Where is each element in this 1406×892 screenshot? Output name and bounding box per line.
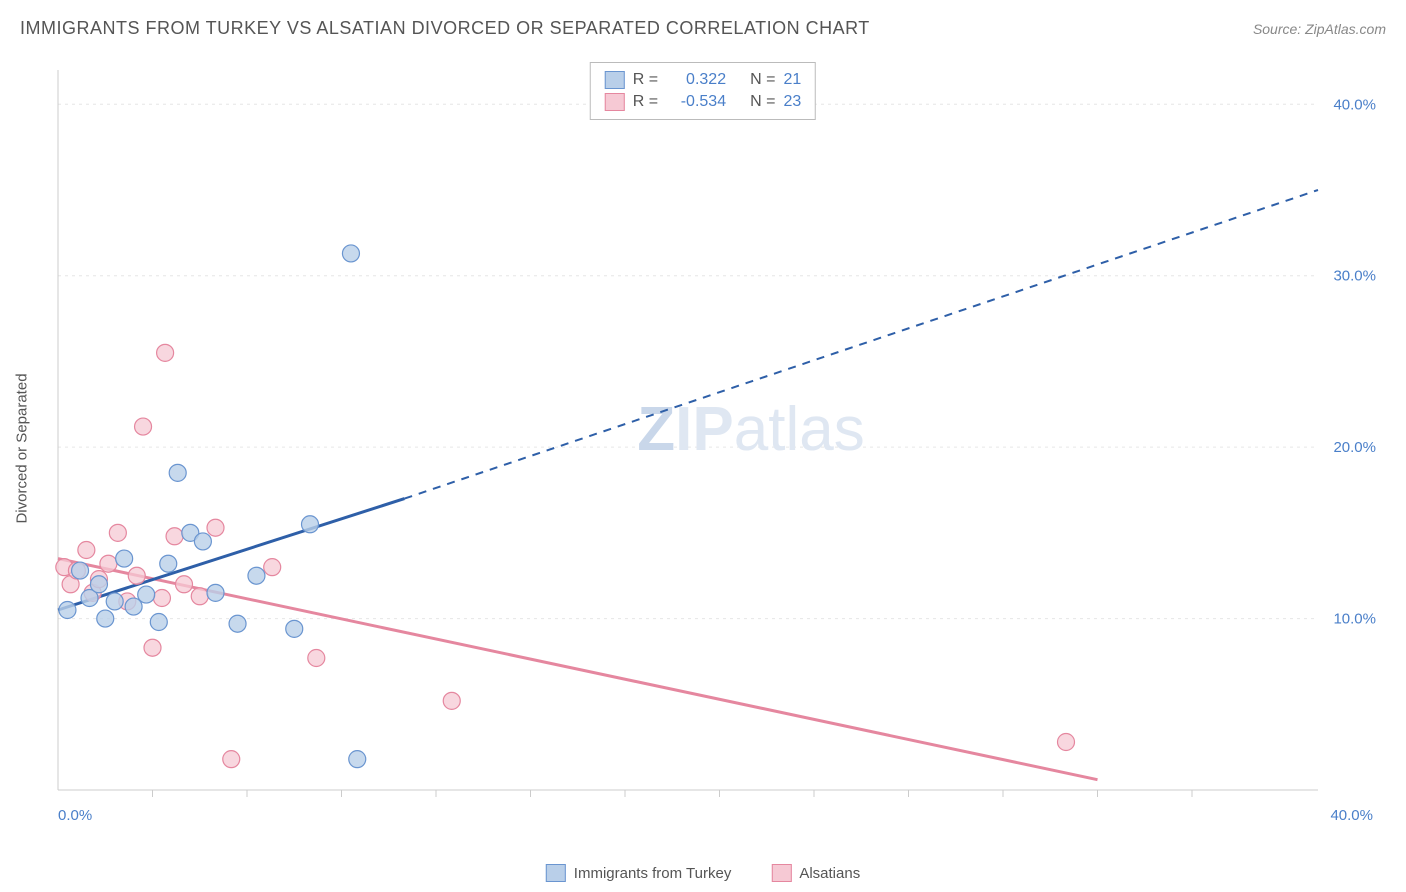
legend-swatch-pink: [771, 864, 791, 882]
n-label: N =: [750, 93, 775, 111]
r-value: -0.534: [666, 93, 726, 111]
svg-text:10.0%: 10.0%: [1333, 611, 1376, 628]
source-label: Source: ZipAtlas.com: [1253, 21, 1386, 37]
legend-item: Immigrants from Turkey: [546, 864, 732, 882]
correlation-legend: R = 0.322 N = 21 R = -0.534 N = 23: [590, 62, 816, 120]
svg-text:40.0%: 40.0%: [1333, 96, 1376, 113]
svg-text:0.0%: 0.0%: [58, 807, 92, 824]
legend-row: R = 0.322 N = 21: [605, 69, 801, 91]
r-value: 0.322: [666, 71, 726, 89]
r-label: R =: [633, 93, 658, 111]
legend-swatch-pink: [605, 93, 625, 111]
series-legend: Immigrants from Turkey Alsatians: [546, 864, 860, 882]
chart-container: IMMIGRANTS FROM TURKEY VS ALSATIAN DIVOR…: [0, 0, 1406, 892]
svg-text:40.0%: 40.0%: [1330, 807, 1373, 824]
legend-label: Alsatians: [799, 865, 860, 882]
chart-plot-area: ZIPatlas 10.0% 20.0% 30.0% 40.0% 0.0% 40.0%: [48, 60, 1388, 840]
legend-item: Alsatians: [771, 864, 860, 882]
header-bar: IMMIGRANTS FROM TURKEY VS ALSATIAN DIVOR…: [20, 18, 1386, 39]
legend-row: R = -0.534 N = 23: [605, 91, 801, 113]
n-label: N =: [750, 71, 775, 89]
legend-swatch-blue: [546, 864, 566, 882]
n-value: 21: [783, 71, 801, 89]
svg-text:20.0%: 20.0%: [1333, 439, 1376, 456]
r-label: R =: [633, 71, 658, 89]
y-axis-label: Divorced or Separated: [14, 373, 31, 523]
legend-swatch-blue: [605, 71, 625, 89]
chart-title: IMMIGRANTS FROM TURKEY VS ALSATIAN DIVOR…: [20, 18, 870, 39]
svg-text:30.0%: 30.0%: [1333, 268, 1376, 285]
svg-text:ZIPatlas: ZIPatlas: [637, 395, 864, 464]
n-value: 23: [783, 93, 801, 111]
legend-label: Immigrants from Turkey: [574, 865, 732, 882]
chart-svg: ZIPatlas 10.0% 20.0% 30.0% 40.0% 0.0% 40.0%: [48, 60, 1388, 840]
